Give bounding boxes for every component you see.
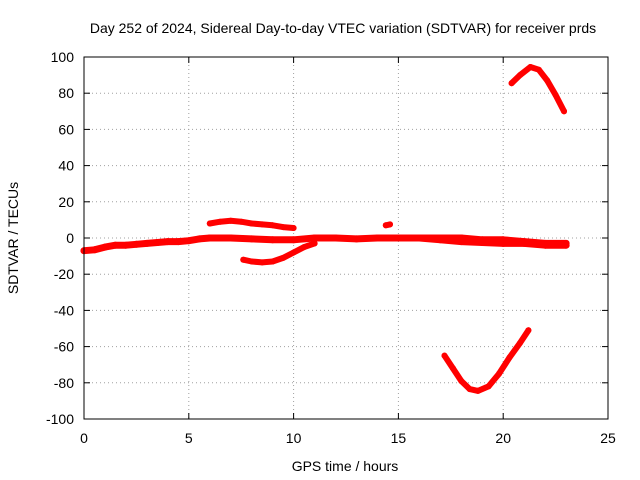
data-point [332,234,339,242]
data-series [80,64,570,394]
data-point [122,241,130,249]
data-point [195,235,203,243]
data-point [164,238,172,246]
data-point [217,218,224,225]
data-point [153,239,161,246]
series-arc-bottom-17-22h [441,327,532,394]
data-point [290,249,297,256]
y-tick-label: -40 [54,302,74,318]
y-tick-label: 40 [58,158,74,174]
data-point [506,354,513,361]
data-point [508,80,515,87]
x-tick-label: 5 [185,430,193,446]
y-tick-label: 60 [58,121,74,137]
x-tick-label: 0 [80,430,88,446]
y-tick-label: -60 [54,339,74,355]
data-point [394,234,402,242]
data-point [496,370,502,377]
data-point [541,241,549,249]
data-point [544,77,551,84]
x-tick-label: 10 [286,430,302,446]
x-axis-label: GPS time / hours [292,458,399,474]
data-point [520,239,528,247]
data-point [436,236,444,244]
data-point [280,254,287,261]
y-tick-label: -20 [54,266,74,282]
data-point [91,246,98,254]
y-tick-label: 20 [58,194,74,210]
data-point [206,220,213,227]
data-point [478,239,486,246]
data-point [259,259,266,266]
data-point [227,217,234,224]
x-tick-label: 20 [495,430,511,446]
data-point [248,235,256,243]
data-point [269,258,276,265]
data-point [535,66,542,73]
data-point [415,234,423,242]
data-point [499,239,507,247]
data-point [248,258,255,265]
data-point [101,243,109,251]
data-point [311,240,318,247]
data-point [259,221,266,228]
y-axis-label: SDTVAR / TECUs [5,182,21,294]
data-point [206,234,214,242]
data-point [562,241,570,249]
data-point [301,244,308,251]
data-point [290,236,298,244]
data-point [466,386,473,393]
data-point [311,234,319,242]
data-point [280,224,287,231]
y-tick-label: -100 [46,411,74,427]
data-point [475,387,481,394]
chart-title: Day 252 of 2024, Sidereal Day-to-day VTE… [90,20,596,36]
data-point [353,235,360,243]
data-point [111,241,119,249]
axis-ticks [83,56,609,420]
data-point [485,383,492,390]
data-point [185,237,193,245]
data-point [441,352,448,359]
data-point [227,234,235,242]
data-point [517,72,523,79]
y-tick-label: -80 [54,375,74,391]
data-point [290,225,297,231]
y-tick-labels: 100 80 60 40 20 0 -20 -40 -60 -80 -100 [46,49,74,427]
data-point [132,240,140,248]
data-point [269,222,276,229]
data-point [387,221,393,228]
data-point [238,218,245,225]
data-point [373,234,381,242]
data-point [143,239,151,247]
data-point [240,256,247,263]
y-tick-label: 80 [58,85,74,101]
data-point [525,327,532,334]
x-tick-label: 15 [391,430,407,446]
x-tick-label: 25 [600,430,616,446]
data-point [269,236,277,244]
data-point [449,365,456,372]
data-point [517,340,523,346]
data-point [174,238,182,246]
y-tick-label: 0 [66,230,74,246]
data-point [527,64,534,70]
y-tick-label: 100 [51,49,75,65]
data-point [552,92,559,98]
data-point [457,238,465,246]
data-point [561,108,567,115]
x-tick-labels: 0 5 10 15 20 25 [80,430,616,446]
data-point [248,220,255,227]
data-point [458,378,465,384]
